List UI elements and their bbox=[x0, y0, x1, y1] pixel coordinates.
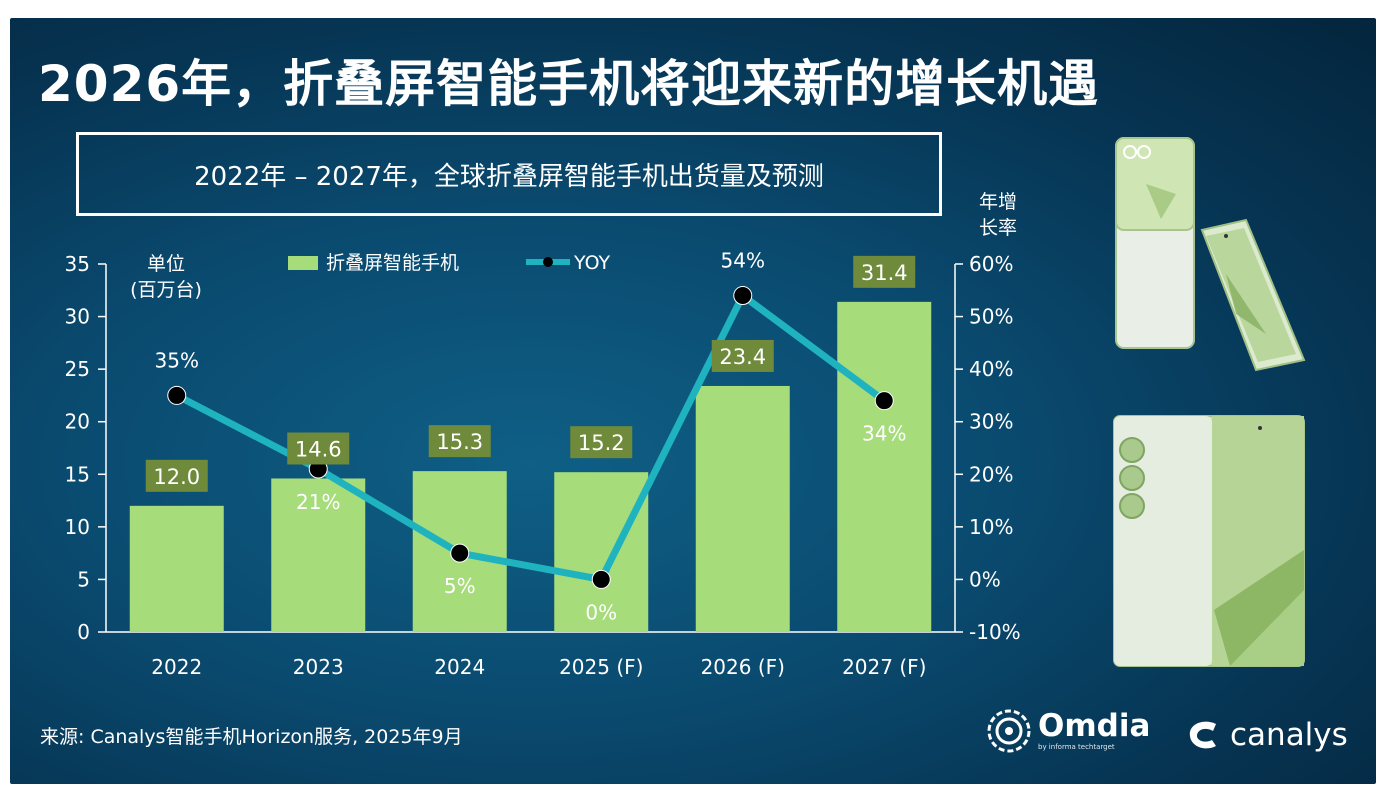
right-tick-label: 50% bbox=[969, 305, 1013, 329]
left-axis-title-unit: (百万台) bbox=[130, 279, 202, 301]
left-tick-label: 25 bbox=[65, 357, 90, 381]
right-tick-label: -10% bbox=[969, 620, 1021, 644]
bar bbox=[837, 301, 932, 632]
x-tick-label: 2023 bbox=[293, 655, 344, 679]
bar-label-box bbox=[853, 255, 916, 288]
yoy-value-label: 54% bbox=[721, 249, 765, 273]
fold-phone-image bbox=[1113, 415, 1305, 667]
yoy-point bbox=[591, 569, 611, 589]
omdia-tagline: by informa techtarget bbox=[1038, 743, 1115, 751]
bar-label-box bbox=[428, 425, 491, 458]
canalys-logo: canalys bbox=[1186, 718, 1348, 752]
legend-line-label: YOY bbox=[573, 252, 610, 274]
x-tick-label: 2026 (F) bbox=[701, 655, 785, 679]
legend-bar-label: 折叠屏智能手机 bbox=[326, 252, 459, 274]
yoy-point bbox=[167, 385, 187, 405]
left-tick-label: 30 bbox=[65, 305, 90, 329]
x-tick-label: 2022 bbox=[151, 655, 202, 679]
flip-phone-image bbox=[1115, 137, 1306, 372]
right-tick-label: 60% bbox=[969, 252, 1013, 276]
left-tick-label: 35 bbox=[65, 252, 90, 276]
bar bbox=[271, 478, 366, 632]
bar bbox=[695, 385, 790, 632]
chart-subtitle: 2022年 – 2027年，全球折叠屏智能手机出货量及预测 bbox=[194, 161, 824, 192]
bar-label-box bbox=[287, 432, 350, 465]
bar-value-label: 15.2 bbox=[578, 431, 625, 455]
right-tick-label: 0% bbox=[969, 567, 1001, 591]
x-tick-label: 2024 bbox=[434, 655, 485, 679]
left-tick-label: 15 bbox=[65, 462, 90, 486]
main-title: 2026年，折叠屏智能手机将迎来新的增长机遇 bbox=[38, 55, 1100, 113]
yoy-value-label: 5% bbox=[444, 574, 476, 598]
right-tick-label: 20% bbox=[969, 462, 1013, 486]
canalys-logo-icon bbox=[1189, 721, 1216, 749]
bar-label-box bbox=[711, 339, 774, 372]
left-tick-label: 10 bbox=[65, 515, 90, 539]
right-axis-title-line2: 长率 bbox=[979, 217, 1017, 239]
x-tick-label: 2027 (F) bbox=[842, 655, 926, 679]
bar-value-label: 23.4 bbox=[719, 345, 766, 369]
bar-value-label: 15.3 bbox=[436, 430, 483, 454]
bar-value-label: 14.6 bbox=[295, 437, 342, 461]
omdia-wordmark: Omdia bbox=[1038, 708, 1151, 744]
bar-label-box bbox=[145, 459, 208, 492]
left-axis-title: 单位 bbox=[147, 253, 185, 275]
yoy-point bbox=[874, 391, 894, 411]
right-axis-title: 年增 bbox=[979, 191, 1017, 213]
left-tick-label: 0 bbox=[77, 620, 90, 644]
infographic-card: 2026年，折叠屏智能手机将迎来新的增长机遇 2022年 – 2027年，全球折… bbox=[10, 18, 1376, 784]
left-tick-label: 20 bbox=[65, 410, 90, 434]
source-note: 来源: Canalys智能手机Horizon服务, 2025年9月 bbox=[40, 726, 463, 748]
omdia-logo-icon bbox=[987, 709, 1031, 753]
left-tick-label: 5 bbox=[77, 567, 90, 591]
x-tick-label: 2025 (F) bbox=[559, 655, 643, 679]
bar-value-label: 12.0 bbox=[153, 465, 200, 489]
omdia-logo: Omdia by informa techtarget bbox=[986, 708, 1150, 754]
shipments-chart: 0 5 10 15 20 25 30 35 -10% 0% 10% 20% 30% 40% 50% 60% 单位… bbox=[65, 191, 1021, 679]
right-tick-label: 30% bbox=[969, 410, 1013, 434]
bar-label-box bbox=[570, 426, 633, 459]
bar bbox=[129, 505, 224, 632]
yoy-value-label: 0% bbox=[585, 600, 617, 624]
canalys-wordmark: canalys bbox=[1230, 716, 1348, 753]
yoy-point bbox=[450, 543, 470, 563]
bar bbox=[554, 472, 649, 632]
subtitle-box: 2022年 – 2027年，全球折叠屏智能手机出货量及预测 bbox=[76, 132, 942, 216]
yoy-value-label: 21% bbox=[296, 490, 340, 514]
legend-line-marker bbox=[543, 257, 553, 267]
yoy-point bbox=[733, 286, 753, 306]
right-tick-label: 10% bbox=[969, 515, 1013, 539]
yoy-value-label: 35% bbox=[155, 348, 199, 372]
yoy-value-label: 34% bbox=[862, 422, 906, 446]
right-tick-label: 40% bbox=[969, 357, 1013, 381]
legend-bar-swatch bbox=[288, 256, 318, 270]
bar-value-label: 31.4 bbox=[861, 261, 908, 285]
